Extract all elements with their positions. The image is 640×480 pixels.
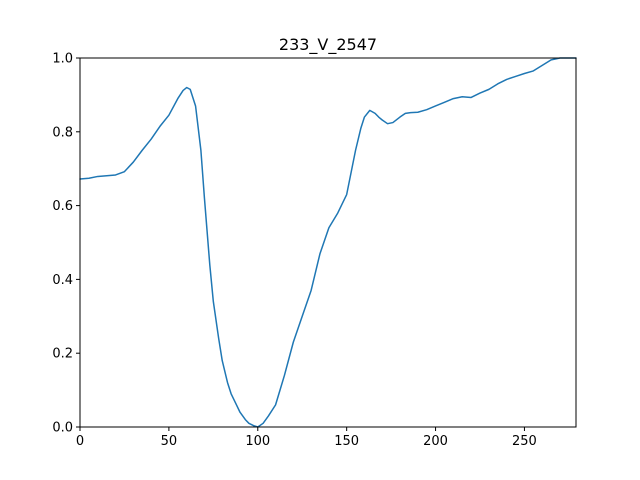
series-layer (79, 57, 577, 428)
x-tick-label: 200 (423, 434, 448, 449)
y-axis: 0.0 0.2 0.4 0.6 0.8 1.0 (52, 52, 80, 436)
x-tick-label: 150 (334, 434, 359, 449)
chart-title: 233_V_2547 (279, 35, 377, 55)
y-tick-label: 1.0 (52, 52, 73, 67)
y-tick-label: 0.4 (52, 273, 73, 288)
y-tick-label: 0.2 (52, 347, 73, 362)
series-line-0 (79, 57, 577, 428)
x-tick-label: 0 (76, 434, 84, 449)
x-tick-label: 50 (161, 434, 178, 449)
x-tick-label: 100 (245, 434, 270, 449)
x-tick-label: 250 (512, 434, 537, 449)
plot-frame (79, 57, 577, 428)
y-tick-label: 0.6 (52, 199, 73, 214)
x-axis: 0 50 100 150 200 250 (76, 427, 537, 449)
y-tick-label: 0.0 (52, 421, 73, 436)
y-tick-label: 0.8 (52, 125, 73, 140)
